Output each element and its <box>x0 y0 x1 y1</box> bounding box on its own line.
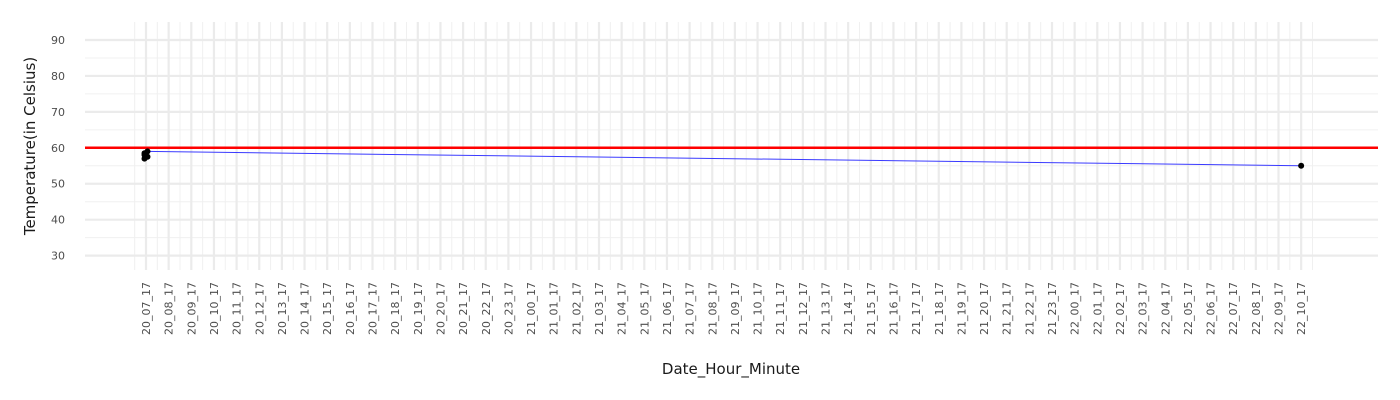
data-point <box>141 150 148 157</box>
y-tick-label: 50 <box>51 178 65 191</box>
trend-line <box>145 150 1302 167</box>
x-tick-label: 21_22_17 <box>1023 282 1036 335</box>
x-tick-label: 22_03_17 <box>1137 282 1150 335</box>
x-tick-label: 21_14_17 <box>842 282 855 335</box>
x-tick-label: 21_11_17 <box>774 282 787 335</box>
x-tick-label: 22_06_17 <box>1205 282 1218 335</box>
x-tick-label: 21_21_17 <box>1001 282 1014 335</box>
x-tick-label: 22_04_17 <box>1159 282 1172 335</box>
x-tick-label: 21_16_17 <box>887 282 900 335</box>
x-tick-label: 21_05_17 <box>638 282 651 335</box>
x-tick-label: 21_01_17 <box>548 282 561 335</box>
x-tick-label: 20_21_17 <box>457 282 470 335</box>
x-tick-label: 21_17_17 <box>910 282 923 335</box>
x-tick-label: 20_07_17 <box>140 282 153 335</box>
x-axis-ticks: 20_07_17 20_08_17 20_09_17 20_10_17 20_11_17… <box>140 282 1308 335</box>
x-tick-label: 21_20_17 <box>978 282 991 335</box>
y-tick-label: 30 <box>51 250 65 263</box>
x-tick-label: 20_10_17 <box>208 282 221 335</box>
x-tick-label: 21_06_17 <box>661 282 674 335</box>
x-tick-label: 20_23_17 <box>502 282 515 335</box>
x-tick-label: 21_00_17 <box>525 282 538 335</box>
y-tick-label: 80 <box>51 70 65 83</box>
x-tick-label: 21_19_17 <box>955 282 968 335</box>
x-tick-label: 20_20_17 <box>434 282 447 335</box>
x-tick-label: 20_09_17 <box>185 282 198 335</box>
x-tick-label: 21_18_17 <box>933 282 946 335</box>
x-tick-label: 21_23_17 <box>1046 282 1059 335</box>
x-tick-label: 20_14_17 <box>299 282 312 335</box>
x-axis-title: Date_Hour_Minute <box>662 360 800 379</box>
grid <box>85 22 1378 270</box>
x-tick-label: 22_02_17 <box>1114 282 1127 335</box>
x-tick-label: 21_03_17 <box>593 282 606 335</box>
x-tick-label: 22_05_17 <box>1182 282 1195 335</box>
x-tick-label: 21_09_17 <box>729 282 742 335</box>
x-tick-label: 22_08_17 <box>1250 282 1263 335</box>
x-tick-label: 21_02_17 <box>570 282 583 335</box>
x-tick-label: 22_00_17 <box>1069 282 1082 335</box>
data-point <box>1298 162 1305 169</box>
x-tick-label: 22_09_17 <box>1273 282 1286 335</box>
y-tick-label: 90 <box>51 34 65 47</box>
x-tick-label: 22_10_17 <box>1295 282 1308 335</box>
x-tick-label: 20_13_17 <box>276 282 289 335</box>
x-tick-label: 21_12_17 <box>797 282 810 335</box>
x-tick-label: 20_16_17 <box>344 282 357 335</box>
x-tick-label: 22_07_17 <box>1227 282 1240 335</box>
x-tick-label: 20_08_17 <box>163 282 176 335</box>
y-axis-title: Temperature(in Celsius) <box>21 57 39 236</box>
x-tick-label: 21_04_17 <box>616 282 629 335</box>
x-tick-label: 20_17_17 <box>367 282 380 335</box>
y-tick-label: 40 <box>51 214 65 227</box>
x-tick-label: 20_15_17 <box>321 282 334 335</box>
x-tick-label: 21_10_17 <box>752 282 765 335</box>
y-axis-ticks: 30 40 50 60 70 80 90 <box>51 34 65 263</box>
trend-line-layer <box>145 150 1302 167</box>
x-tick-label: 20_11_17 <box>231 282 244 335</box>
x-tick-label: 20_12_17 <box>253 282 266 335</box>
x-tick-label: 21_13_17 <box>820 282 833 335</box>
x-tick-label: 20_19_17 <box>412 282 425 335</box>
x-tick-label: 21_07_17 <box>684 282 697 335</box>
data-points <box>141 148 1305 169</box>
x-tick-label: 21_15_17 <box>865 282 878 335</box>
y-tick-label: 60 <box>51 142 65 155</box>
x-tick-label: 20_18_17 <box>389 282 402 335</box>
y-tick-label: 70 <box>51 106 65 119</box>
x-tick-label: 22_01_17 <box>1091 282 1104 335</box>
x-tick-label: 21_08_17 <box>706 282 719 335</box>
x-tick-label: 20_22_17 <box>480 282 493 335</box>
